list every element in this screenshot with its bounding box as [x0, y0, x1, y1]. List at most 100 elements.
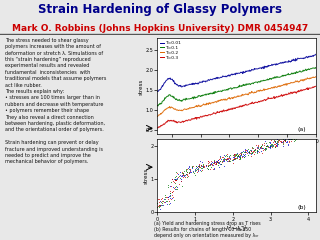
Point — [239, 150, 244, 154]
Point — [221, 158, 226, 162]
Point — [171, 186, 176, 190]
Point — [200, 165, 205, 168]
Point — [276, 142, 281, 146]
Point — [267, 144, 272, 148]
Point — [267, 145, 272, 149]
Point — [286, 137, 292, 141]
Point — [260, 151, 265, 155]
Point — [249, 146, 254, 150]
Point — [217, 157, 222, 161]
Point — [272, 145, 277, 149]
Point — [174, 174, 179, 178]
Point — [271, 139, 276, 143]
Point — [232, 152, 237, 156]
Point — [208, 162, 213, 166]
Point — [161, 198, 166, 202]
Point — [232, 156, 237, 160]
Point — [241, 155, 246, 159]
Point — [206, 163, 211, 167]
Point — [292, 136, 297, 140]
Point — [259, 144, 264, 148]
Point — [173, 177, 178, 181]
Point — [221, 156, 227, 160]
Point — [206, 164, 211, 168]
Point — [294, 131, 300, 135]
Point — [190, 169, 196, 173]
Point — [178, 177, 183, 181]
Point — [252, 148, 257, 151]
Point — [189, 167, 195, 170]
Point — [224, 159, 229, 163]
Point — [218, 162, 223, 166]
Point — [196, 164, 201, 168]
Point — [215, 160, 220, 164]
Point — [292, 135, 297, 138]
Point — [276, 138, 281, 141]
Point — [256, 150, 261, 154]
Point — [274, 143, 279, 147]
Point — [215, 160, 220, 164]
Point — [308, 130, 313, 134]
Point — [179, 179, 184, 183]
Point — [172, 178, 177, 181]
Point — [220, 155, 225, 159]
Point — [284, 132, 290, 135]
Point — [297, 128, 302, 132]
Point — [189, 165, 195, 169]
Point — [235, 154, 240, 158]
Point — [249, 151, 254, 155]
Point — [189, 170, 194, 174]
Point — [248, 150, 253, 153]
Point — [242, 153, 247, 157]
Point — [247, 150, 252, 154]
Point — [274, 144, 279, 148]
Point — [253, 148, 258, 152]
Point — [258, 145, 263, 149]
Point — [195, 168, 200, 171]
Point — [234, 155, 239, 159]
Point — [273, 140, 278, 144]
Point — [226, 159, 231, 163]
Point — [241, 153, 246, 156]
Point — [275, 144, 280, 148]
Point — [269, 144, 274, 147]
Point — [199, 164, 204, 168]
Point — [213, 160, 218, 164]
Point — [211, 159, 216, 163]
Point — [274, 139, 279, 143]
Point — [299, 133, 304, 137]
Point — [183, 169, 188, 173]
Point — [184, 168, 189, 171]
Point — [250, 150, 255, 154]
Point — [154, 207, 159, 210]
Point — [173, 181, 178, 185]
Point — [293, 137, 298, 141]
Point — [243, 150, 248, 154]
Point — [216, 160, 221, 164]
Point — [259, 144, 264, 148]
Point — [238, 150, 244, 154]
Point — [180, 171, 185, 175]
Point — [187, 165, 192, 169]
Point — [243, 149, 248, 153]
Point — [193, 168, 198, 172]
Point — [279, 140, 284, 144]
Point — [285, 135, 291, 139]
Point — [207, 163, 212, 167]
Point — [196, 167, 201, 170]
Point — [155, 197, 160, 201]
Point — [215, 160, 220, 164]
Point — [218, 157, 223, 161]
Point — [300, 133, 305, 137]
Point — [165, 185, 171, 189]
Point — [172, 198, 177, 202]
Point — [233, 157, 238, 161]
Point — [167, 199, 172, 203]
Point — [157, 207, 163, 211]
Point — [153, 204, 158, 208]
Point — [221, 159, 227, 162]
Point — [270, 142, 275, 146]
Point — [252, 150, 258, 154]
Point — [235, 156, 240, 160]
Point — [289, 136, 294, 140]
